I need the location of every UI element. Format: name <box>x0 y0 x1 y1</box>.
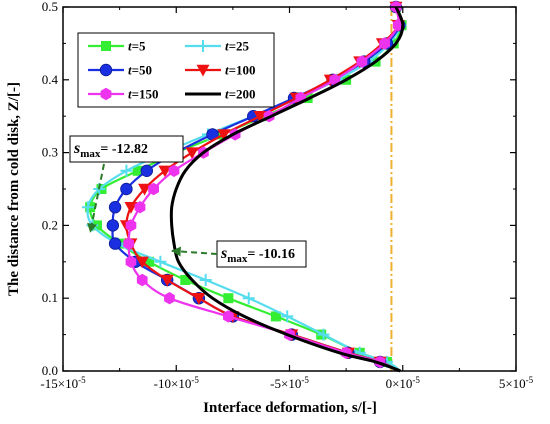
x-tick-label: -15×10-5 <box>40 375 86 391</box>
y-tick-label: 0.1 <box>42 290 58 305</box>
annotation-text: smax= -12.82 <box>73 140 148 160</box>
data-point <box>379 37 390 50</box>
data-point <box>253 111 267 123</box>
data-point <box>120 182 133 196</box>
y-tick-label: 0.2 <box>42 217 58 232</box>
data-point <box>196 64 210 77</box>
data-point <box>123 237 135 250</box>
legend-label: t=150 <box>128 87 159 102</box>
y-tick-label: 0.5 <box>42 0 58 14</box>
data-point <box>160 274 174 287</box>
data-point <box>132 165 143 176</box>
data-point <box>199 274 212 286</box>
x-axis-title: Interface deformation, s/[-] <box>203 400 377 416</box>
y-tick-label: 0.4 <box>42 72 59 87</box>
series-t-200 <box>169 6 405 373</box>
data-point <box>148 182 159 196</box>
legend-label: t=200 <box>225 87 256 102</box>
series-line <box>86 6 402 372</box>
data-point <box>140 164 154 178</box>
annotations: smax= -12.82 smax= -10.16 <box>69 135 307 268</box>
data-point <box>317 328 330 341</box>
legend-item: t=200 <box>185 87 256 102</box>
x-tick-label: 5×10-5 <box>499 375 534 391</box>
annotation-arrow <box>89 163 105 233</box>
y-tick-label: 0.0 <box>42 363 58 378</box>
annotation-arrowhead <box>87 222 97 233</box>
data-point <box>242 292 255 305</box>
legend-item: t=5 <box>88 39 146 54</box>
legend-label: t=50 <box>128 63 152 78</box>
data-point <box>158 165 172 178</box>
data-point <box>99 63 113 77</box>
legend-item: t=100 <box>185 63 256 78</box>
legend-label: t=100 <box>225 63 256 78</box>
data-point <box>192 293 206 305</box>
annotation-box <box>216 240 307 268</box>
annotation-smax: smax= -12.82 <box>69 135 184 233</box>
data-point <box>180 275 191 285</box>
data-point <box>281 310 294 323</box>
data-point <box>108 200 122 214</box>
annotation-box <box>69 135 184 163</box>
data-point <box>138 183 152 196</box>
data-point <box>136 273 148 287</box>
legend-label: t=25 <box>225 39 250 54</box>
data-point <box>217 129 231 141</box>
axis-ticks: -15×10-5 -10×10-5 -5×10-5 0×10-5 5×10-5 0.0 0.… <box>40 0 533 391</box>
y-tick-label: 0.3 <box>42 145 58 160</box>
data-point <box>101 41 111 51</box>
series-line <box>127 6 400 372</box>
x-tick-label: 0×10-5 <box>386 375 421 391</box>
data-point <box>197 40 209 52</box>
data-point <box>270 311 281 322</box>
data-point <box>124 202 138 214</box>
data-point <box>135 256 149 269</box>
x-tick-label: -10×10-5 <box>154 375 200 391</box>
series-line <box>169 6 405 373</box>
data-point <box>108 237 122 250</box>
annotation-arrow <box>171 249 218 255</box>
data-point <box>134 201 146 214</box>
data-point <box>168 164 180 177</box>
plot-area <box>81 0 407 373</box>
data-point <box>125 255 137 268</box>
legend-item: t=25 <box>185 39 250 54</box>
data-point <box>144 256 155 267</box>
data-point <box>185 147 199 160</box>
annotation-arrowhead <box>171 246 181 257</box>
data-point <box>223 310 234 323</box>
legend-item: t=50 <box>88 63 152 78</box>
y-axis-title: The distance from cold disk, Z/[-] <box>6 82 22 296</box>
legend-label: t=5 <box>128 39 146 54</box>
data-point <box>223 293 234 304</box>
legend: t=5 t=25 t=50 t=100 t=150 t=200 <box>77 32 275 108</box>
annotation-text: smax= -10.16 <box>220 245 295 265</box>
data-point <box>81 201 94 214</box>
data-point <box>154 255 167 268</box>
data-point <box>356 55 368 68</box>
legend-item: t=150 <box>88 87 159 102</box>
data-point <box>125 219 137 232</box>
data-point <box>106 219 120 232</box>
data-point <box>100 87 112 101</box>
annotation-smax: smax= -10.16 <box>171 240 307 268</box>
x-tick-label: -5×10-5 <box>270 375 309 391</box>
data-point <box>120 164 133 177</box>
data-point <box>164 292 175 305</box>
